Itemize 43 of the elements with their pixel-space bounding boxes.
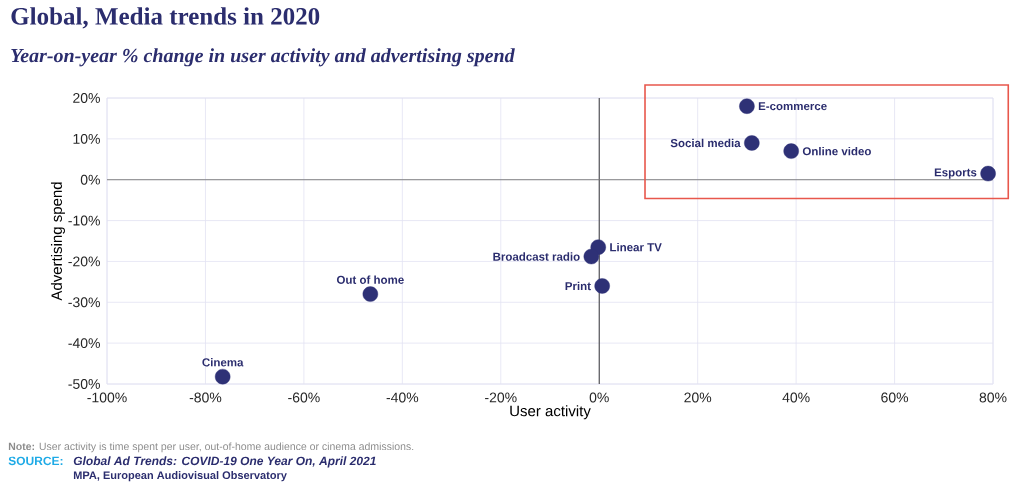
y-axis-title: Advertising spend (50, 182, 65, 301)
point (594, 278, 610, 294)
x-tick-label: 60% (881, 392, 909, 403)
x-tick-label: -100% (87, 392, 127, 403)
y-tick-label: -50% (68, 379, 100, 389)
x-tick-label: 0% (589, 392, 609, 403)
text: MPA, European Audiovisual Observatory (73, 471, 287, 482)
point (744, 135, 760, 151)
annotation: Linear TV (610, 242, 662, 252)
annotation: Broadcast radio (493, 252, 580, 261)
point (980, 165, 996, 182)
annotation: Esports (934, 168, 977, 179)
point (214, 368, 231, 385)
y-tick-label: 0% (80, 174, 100, 185)
x-tick-label: 40% (782, 392, 810, 403)
x-tick-label: -80% (189, 392, 222, 403)
y-tick-label: -40% (68, 338, 100, 349)
source-note: SOURCE: (8, 456, 63, 466)
point (783, 143, 799, 159)
annotation: E-commerce (758, 102, 827, 111)
annotation: Out of home (336, 275, 404, 284)
y-tick-label: 10% (73, 133, 100, 144)
y-tick-label: -10% (68, 215, 100, 226)
x-axis-title: User activity (510, 405, 591, 420)
point (583, 248, 600, 265)
annotation: Social media (670, 138, 741, 148)
y-tick-label: 20% (73, 93, 100, 103)
point (362, 286, 379, 302)
chart-title: Global, Media trends in 2020 (11, 7, 320, 29)
x-tick-label: -20% (485, 392, 517, 403)
y-tick-label: -20% (68, 256, 100, 267)
x-tick-label: 80% (979, 392, 1007, 403)
chart-subtitle: Year-on-year % change in user activity and advertising spend (11, 48, 515, 67)
point (739, 98, 755, 114)
text: Note: User activity is time spent per user, out-of-home audience or cinema admissions. (8, 442, 414, 453)
x-tick-label: -40% (386, 392, 419, 403)
annotation: Online video (802, 146, 871, 156)
text: Global Ad Trends: COVID-19 One Year On, April 2021 (73, 456, 376, 468)
x-tick-label: 20% (684, 392, 712, 403)
x-tick-label: -60% (288, 392, 320, 403)
y-tick-label: -30% (68, 297, 100, 308)
annotation: Cinema (202, 358, 244, 367)
annotation: Print (565, 281, 591, 291)
